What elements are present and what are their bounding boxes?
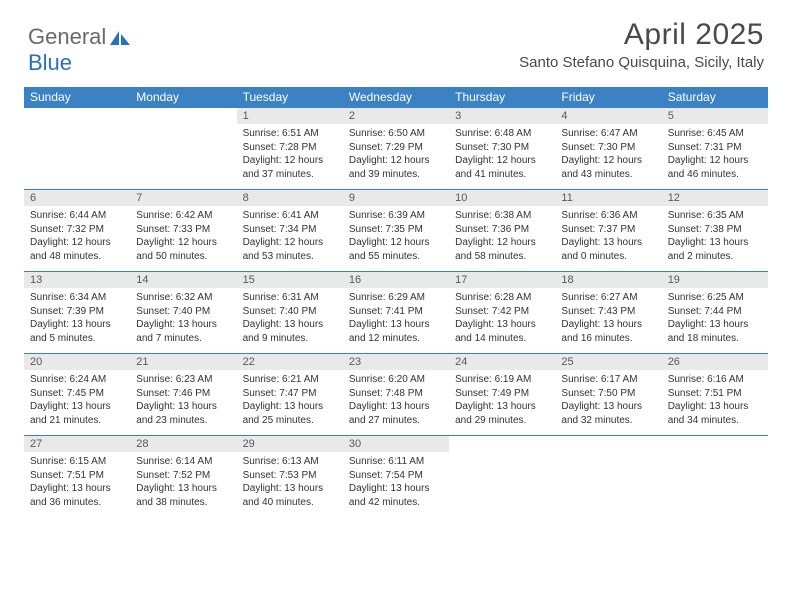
day-body-cell: Sunrise: 6:29 AMSunset: 7:41 PMDaylight:… — [343, 288, 449, 354]
day-number-cell: 17 — [449, 272, 555, 288]
day-number-cell: 9 — [343, 190, 449, 206]
day-number-cell: 20 — [24, 354, 130, 370]
logo-text-blue: Blue — [28, 50, 72, 76]
day-number-cell — [24, 108, 130, 124]
day-number-cell: 18 — [555, 272, 661, 288]
day-body-cell: Sunrise: 6:34 AMSunset: 7:39 PMDaylight:… — [24, 288, 130, 354]
daynum-row: 13141516171819 — [24, 272, 768, 288]
day-body-cell: Sunrise: 6:38 AMSunset: 7:36 PMDaylight:… — [449, 206, 555, 272]
day-body-cell: Sunrise: 6:47 AMSunset: 7:30 PMDaylight:… — [555, 124, 661, 190]
day-body-cell: Sunrise: 6:41 AMSunset: 7:34 PMDaylight:… — [237, 206, 343, 272]
day-body-cell: Sunrise: 6:24 AMSunset: 7:45 PMDaylight:… — [24, 370, 130, 436]
day-number-cell: 24 — [449, 354, 555, 370]
day-number-cell: 26 — [662, 354, 768, 370]
month-title: April 2025 — [519, 18, 764, 52]
day-of-week-row: SundayMondayTuesdayWednesdayThursdayFrid… — [24, 87, 768, 108]
day-body-cell: Sunrise: 6:17 AMSunset: 7:50 PMDaylight:… — [555, 370, 661, 436]
day-number-cell: 6 — [24, 190, 130, 206]
day-number-cell: 4 — [555, 108, 661, 124]
day-number-cell: 30 — [343, 436, 449, 452]
day-body-cell — [662, 452, 768, 517]
day-body-cell — [130, 124, 236, 190]
day-body-cell: Sunrise: 6:44 AMSunset: 7:32 PMDaylight:… — [24, 206, 130, 272]
day-body-cell: Sunrise: 6:13 AMSunset: 7:53 PMDaylight:… — [237, 452, 343, 517]
day-body-cell: Sunrise: 6:25 AMSunset: 7:44 PMDaylight:… — [662, 288, 768, 354]
day-number-cell — [130, 108, 236, 124]
day-body-cell: Sunrise: 6:21 AMSunset: 7:47 PMDaylight:… — [237, 370, 343, 436]
daynum-row: 6789101112 — [24, 190, 768, 206]
dow-tuesday: Tuesday — [237, 87, 343, 108]
dow-saturday: Saturday — [662, 87, 768, 108]
day-body-cell: Sunrise: 6:45 AMSunset: 7:31 PMDaylight:… — [662, 124, 768, 190]
day-body-cell: Sunrise: 6:35 AMSunset: 7:38 PMDaylight:… — [662, 206, 768, 272]
day-number-cell: 21 — [130, 354, 236, 370]
daynum-row: 20212223242526 — [24, 354, 768, 370]
day-number-cell: 27 — [24, 436, 130, 452]
header: General April 2025 Santo Stefano Quisqui… — [0, 0, 792, 79]
day-number-cell: 1 — [237, 108, 343, 124]
day-body-cell: Sunrise: 6:23 AMSunset: 7:46 PMDaylight:… — [130, 370, 236, 436]
logo-sails-icon — [108, 27, 132, 47]
dow-monday: Monday — [130, 87, 236, 108]
day-number-cell: 16 — [343, 272, 449, 288]
day-number-cell: 14 — [130, 272, 236, 288]
day-body-cell: Sunrise: 6:51 AMSunset: 7:28 PMDaylight:… — [237, 124, 343, 190]
dow-sunday: Sunday — [24, 87, 130, 108]
day-body-cell: Sunrise: 6:31 AMSunset: 7:40 PMDaylight:… — [237, 288, 343, 354]
logo: General — [28, 18, 132, 50]
calendar-table: SundayMondayTuesdayWednesdayThursdayFrid… — [24, 87, 768, 517]
day-body-cell: Sunrise: 6:15 AMSunset: 7:51 PMDaylight:… — [24, 452, 130, 517]
day-number-cell: 3 — [449, 108, 555, 124]
location: Santo Stefano Quisquina, Sicily, Italy — [519, 54, 764, 71]
title-block: April 2025 Santo Stefano Quisquina, Sici… — [519, 18, 764, 71]
day-number-cell: 23 — [343, 354, 449, 370]
day-number-cell: 11 — [555, 190, 661, 206]
day-number-cell: 15 — [237, 272, 343, 288]
daynum-row: 12345 — [24, 108, 768, 124]
day-body-cell: Sunrise: 6:42 AMSunset: 7:33 PMDaylight:… — [130, 206, 236, 272]
day-number-cell: 19 — [662, 272, 768, 288]
day-body-cell: Sunrise: 6:11 AMSunset: 7:54 PMDaylight:… — [343, 452, 449, 517]
day-number-cell: 2 — [343, 108, 449, 124]
day-number-cell — [555, 436, 661, 452]
day-number-cell: 5 — [662, 108, 768, 124]
day-body-cell: Sunrise: 6:20 AMSunset: 7:48 PMDaylight:… — [343, 370, 449, 436]
daynum-row: 27282930 — [24, 436, 768, 452]
day-body-cell: Sunrise: 6:39 AMSunset: 7:35 PMDaylight:… — [343, 206, 449, 272]
day-number-cell: 25 — [555, 354, 661, 370]
day-body-cell: Sunrise: 6:48 AMSunset: 7:30 PMDaylight:… — [449, 124, 555, 190]
day-body-cell: Sunrise: 6:27 AMSunset: 7:43 PMDaylight:… — [555, 288, 661, 354]
day-body-cell — [449, 452, 555, 517]
day-body-cell — [555, 452, 661, 517]
day-body-cell: Sunrise: 6:14 AMSunset: 7:52 PMDaylight:… — [130, 452, 236, 517]
day-body-row: Sunrise: 6:24 AMSunset: 7:45 PMDaylight:… — [24, 370, 768, 436]
day-body-cell: Sunrise: 6:36 AMSunset: 7:37 PMDaylight:… — [555, 206, 661, 272]
day-number-cell — [449, 436, 555, 452]
day-body-cell: Sunrise: 6:28 AMSunset: 7:42 PMDaylight:… — [449, 288, 555, 354]
dow-wednesday: Wednesday — [343, 87, 449, 108]
day-body-cell: Sunrise: 6:16 AMSunset: 7:51 PMDaylight:… — [662, 370, 768, 436]
day-body-row: Sunrise: 6:15 AMSunset: 7:51 PMDaylight:… — [24, 452, 768, 517]
day-number-cell: 12 — [662, 190, 768, 206]
day-number-cell: 29 — [237, 436, 343, 452]
day-number-cell: 28 — [130, 436, 236, 452]
dow-thursday: Thursday — [449, 87, 555, 108]
day-number-cell: 13 — [24, 272, 130, 288]
day-number-cell — [662, 436, 768, 452]
day-number-cell: 8 — [237, 190, 343, 206]
logo-text-general: General — [28, 24, 106, 50]
day-body-cell: Sunrise: 6:32 AMSunset: 7:40 PMDaylight:… — [130, 288, 236, 354]
dow-friday: Friday — [555, 87, 661, 108]
day-number-cell: 7 — [130, 190, 236, 206]
day-body-row: Sunrise: 6:51 AMSunset: 7:28 PMDaylight:… — [24, 124, 768, 190]
day-body-cell: Sunrise: 6:50 AMSunset: 7:29 PMDaylight:… — [343, 124, 449, 190]
day-body-row: Sunrise: 6:34 AMSunset: 7:39 PMDaylight:… — [24, 288, 768, 354]
day-number-cell: 10 — [449, 190, 555, 206]
day-body-row: Sunrise: 6:44 AMSunset: 7:32 PMDaylight:… — [24, 206, 768, 272]
day-body-cell: Sunrise: 6:19 AMSunset: 7:49 PMDaylight:… — [449, 370, 555, 436]
day-body-cell — [24, 124, 130, 190]
day-number-cell: 22 — [237, 354, 343, 370]
